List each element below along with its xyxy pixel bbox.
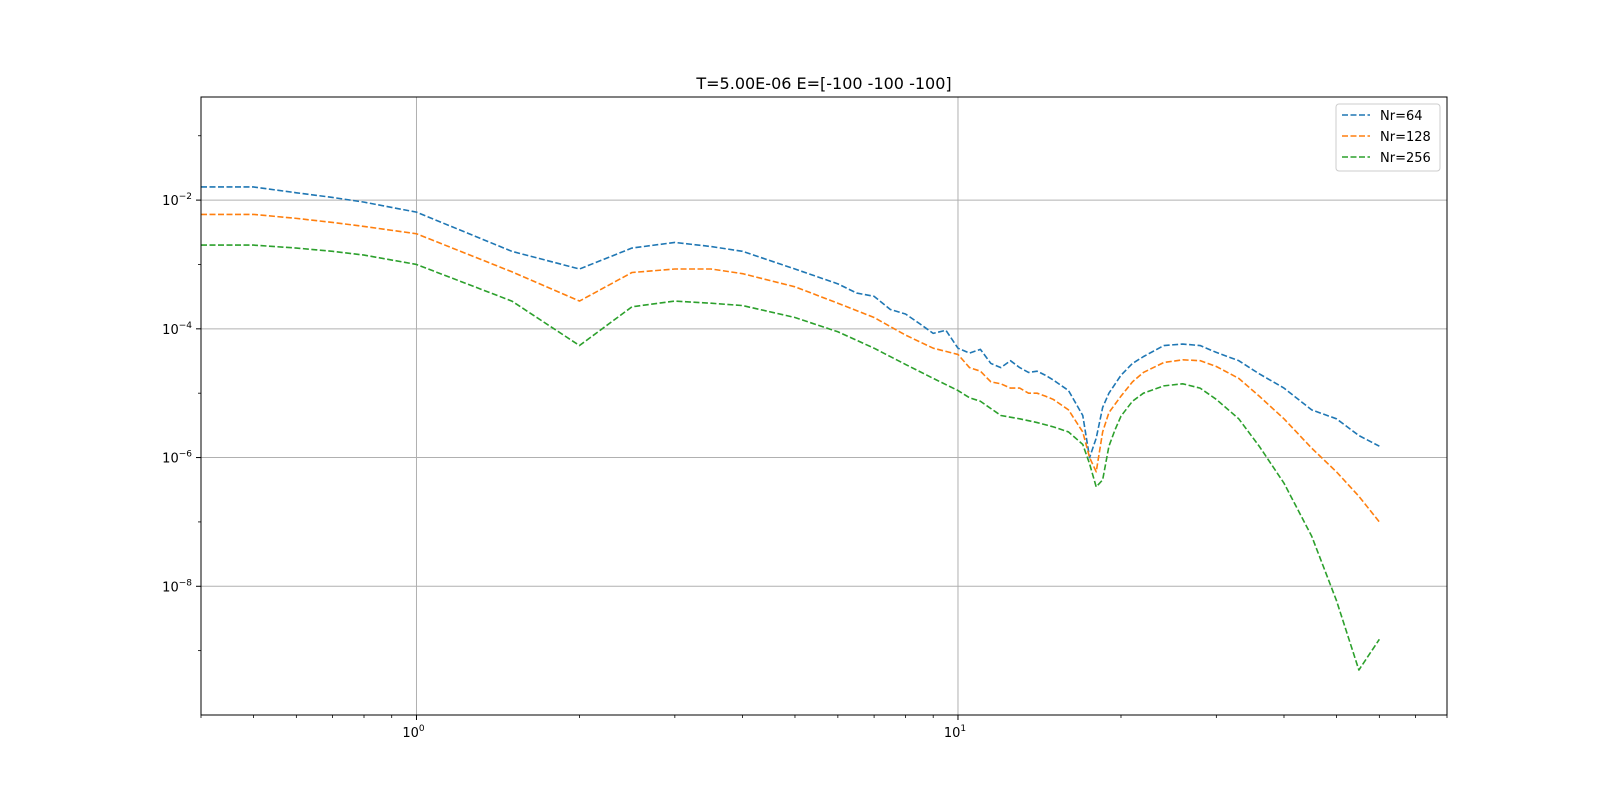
series-lines [201, 186, 1381, 671]
grid-lines [201, 97, 1447, 715]
x-tick-label: 100 [402, 724, 425, 741]
y-tick-label: 10−6 [162, 450, 192, 467]
y-tick-label: 10−8 [162, 578, 192, 595]
legend-label: Nr=128 [1380, 130, 1431, 145]
series-line-3 [201, 244, 1381, 671]
plot-frame [200, 96, 1448, 716]
legend: Nr=64 Nr=128 Nr=256 [1335, 103, 1441, 172]
tick-labels: 100 101 10−2 10−4 10−6 10−8 [162, 192, 966, 741]
series-line-1 [201, 186, 1380, 459]
legend-label: Nr=256 [1380, 151, 1431, 166]
plot-area [201, 97, 1447, 715]
legend-label: Nr=64 [1380, 109, 1423, 124]
y-tick-label: 10−2 [162, 192, 192, 209]
chart-title: T=5.00E-06 E=[-100 -100 -100] [695, 74, 951, 93]
x-tick-label: 101 [944, 724, 966, 741]
series-line-2 [201, 213, 1380, 523]
legend-box [1335, 103, 1441, 172]
y-tick-label: 10−4 [162, 321, 192, 338]
